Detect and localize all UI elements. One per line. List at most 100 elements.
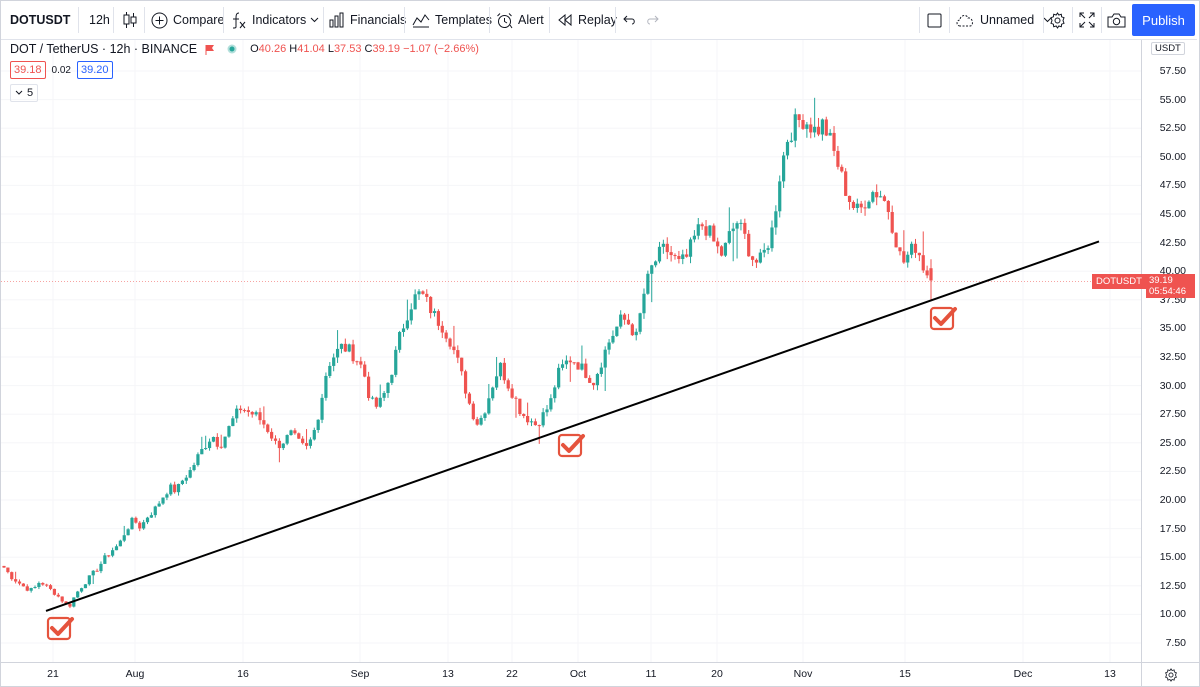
compare-label: Compare	[173, 13, 225, 27]
candle-body	[498, 362, 503, 377]
candle-body	[312, 430, 316, 440]
candle-body	[506, 380, 510, 389]
flag-icon	[205, 44, 215, 55]
candle-body	[45, 584, 49, 586]
top-toolbar: DOTUSDT 12h Compare Indicators Financial…	[1, 1, 1197, 40]
fullscreen-button[interactable]	[1079, 1, 1095, 39]
replay-button[interactable]: Replay	[557, 1, 617, 39]
interval-button[interactable]: 12h	[89, 13, 110, 27]
indicators-dropdown[interactable]	[310, 1, 319, 39]
candle-body	[770, 227, 774, 249]
indicators-button[interactable]: Indicators	[231, 1, 306, 39]
price-tick-label: 55.00	[1159, 93, 1186, 106]
candle-body	[502, 362, 506, 381]
time-axis[interactable]: 21 Aug 16 Sep 13 22 Oct 11 20 Nov 15 Dec 13	[1, 662, 1141, 686]
candle-body	[10, 572, 14, 580]
price-tick-label: 42.50	[1159, 236, 1186, 249]
candle-body	[688, 239, 693, 257]
candle-body	[48, 585, 53, 589]
legend-flag[interactable]	[205, 44, 215, 55]
candle-body	[235, 408, 239, 419]
alert-button[interactable]: Alert	[496, 1, 544, 39]
candle-body	[184, 477, 188, 481]
candle-body	[902, 251, 906, 263]
candle-body	[766, 248, 770, 250]
candle-body	[270, 431, 274, 439]
candle-body	[611, 335, 615, 343]
candle-body	[778, 181, 782, 212]
candle-body	[452, 346, 456, 351]
candle-body	[25, 586, 29, 591]
candle-body	[258, 412, 262, 421]
candle-body	[64, 601, 68, 604]
undo-button[interactable]	[623, 1, 637, 39]
candle-body	[626, 319, 631, 325]
candle-body	[537, 425, 541, 427]
candle-body	[560, 364, 565, 368]
candle-body	[797, 114, 801, 121]
indicators-collapse-toggle[interactable]: 5	[10, 84, 39, 102]
candle-body	[262, 420, 266, 425]
candle-body	[76, 591, 80, 598]
templates-button[interactable]: Templates	[412, 1, 492, 39]
chart-settings-button[interactable]	[1141, 662, 1199, 686]
redo-button[interactable]	[645, 1, 659, 39]
candle-body	[855, 203, 859, 209]
candle-body	[460, 357, 464, 372]
candle-body	[273, 438, 278, 441]
legend-title[interactable]: DOT / TetherUS · 12h · BINANCE	[10, 42, 198, 56]
price-chart[interactable]	[1, 40, 1141, 662]
candle-body	[890, 212, 894, 233]
layout-name-button[interactable]: Unnamed	[955, 1, 1052, 39]
candle-body	[716, 241, 720, 247]
grid	[1, 40, 1141, 662]
layout-toggle-button[interactable]	[927, 1, 942, 39]
candle-body	[200, 449, 204, 455]
candle-body	[417, 291, 421, 295]
candle-body	[316, 419, 320, 431]
sell-button[interactable]: 39.18	[10, 61, 46, 79]
symbol-search-button[interactable]: DOTUSDT	[10, 13, 71, 27]
candle-body	[774, 211, 778, 228]
market-open-dot-icon	[227, 44, 237, 54]
price-tick-label: 10.00	[1159, 608, 1186, 621]
candle-body	[95, 570, 99, 572]
publish-button[interactable]: Publish	[1132, 4, 1195, 36]
candle-body	[805, 124, 809, 129]
candles	[2, 97, 933, 609]
market-status[interactable]	[227, 44, 237, 54]
candle-body	[692, 235, 697, 240]
snapshot-button[interactable]	[1107, 1, 1126, 39]
undo-icon	[623, 15, 635, 25]
candle-body	[557, 367, 561, 388]
candle-body	[176, 483, 181, 493]
candle-body	[669, 252, 673, 256]
candle-body	[6, 567, 10, 573]
candle-body	[836, 150, 840, 167]
candle-body	[743, 222, 747, 234]
candle-body	[165, 494, 169, 498]
currency-unit-button[interactable]: USDT	[1151, 42, 1185, 55]
candle-style-button[interactable]	[122, 1, 138, 39]
candle-body	[758, 252, 762, 263]
settings-button[interactable]	[1049, 1, 1066, 39]
candle-body	[394, 349, 398, 375]
time-tick-label: 21	[47, 668, 59, 680]
time-tick-label: Nov	[793, 668, 813, 680]
buy-button[interactable]: 39.20	[77, 61, 113, 79]
candle-body	[126, 529, 130, 536]
price-axis[interactable]: 57.50 55.00 52.50 50.00 47.50 45.00 42.50 40.00…	[1141, 40, 1199, 662]
compare-button[interactable]: Compare	[151, 1, 224, 39]
trendline[interactable]	[45, 240, 1100, 612]
candle-body	[409, 309, 413, 321]
financials-button[interactable]: Financials	[329, 1, 406, 39]
candle-body	[180, 480, 185, 484]
financials-label: Financials	[350, 13, 407, 27]
candle-body	[723, 242, 728, 256]
candle-body	[463, 371, 468, 394]
candle-body	[871, 192, 875, 202]
time-tick-label: Aug	[125, 668, 145, 680]
price-tick-label: 30.00	[1159, 379, 1186, 392]
candle-body	[673, 255, 677, 257]
candle-body	[685, 254, 689, 257]
